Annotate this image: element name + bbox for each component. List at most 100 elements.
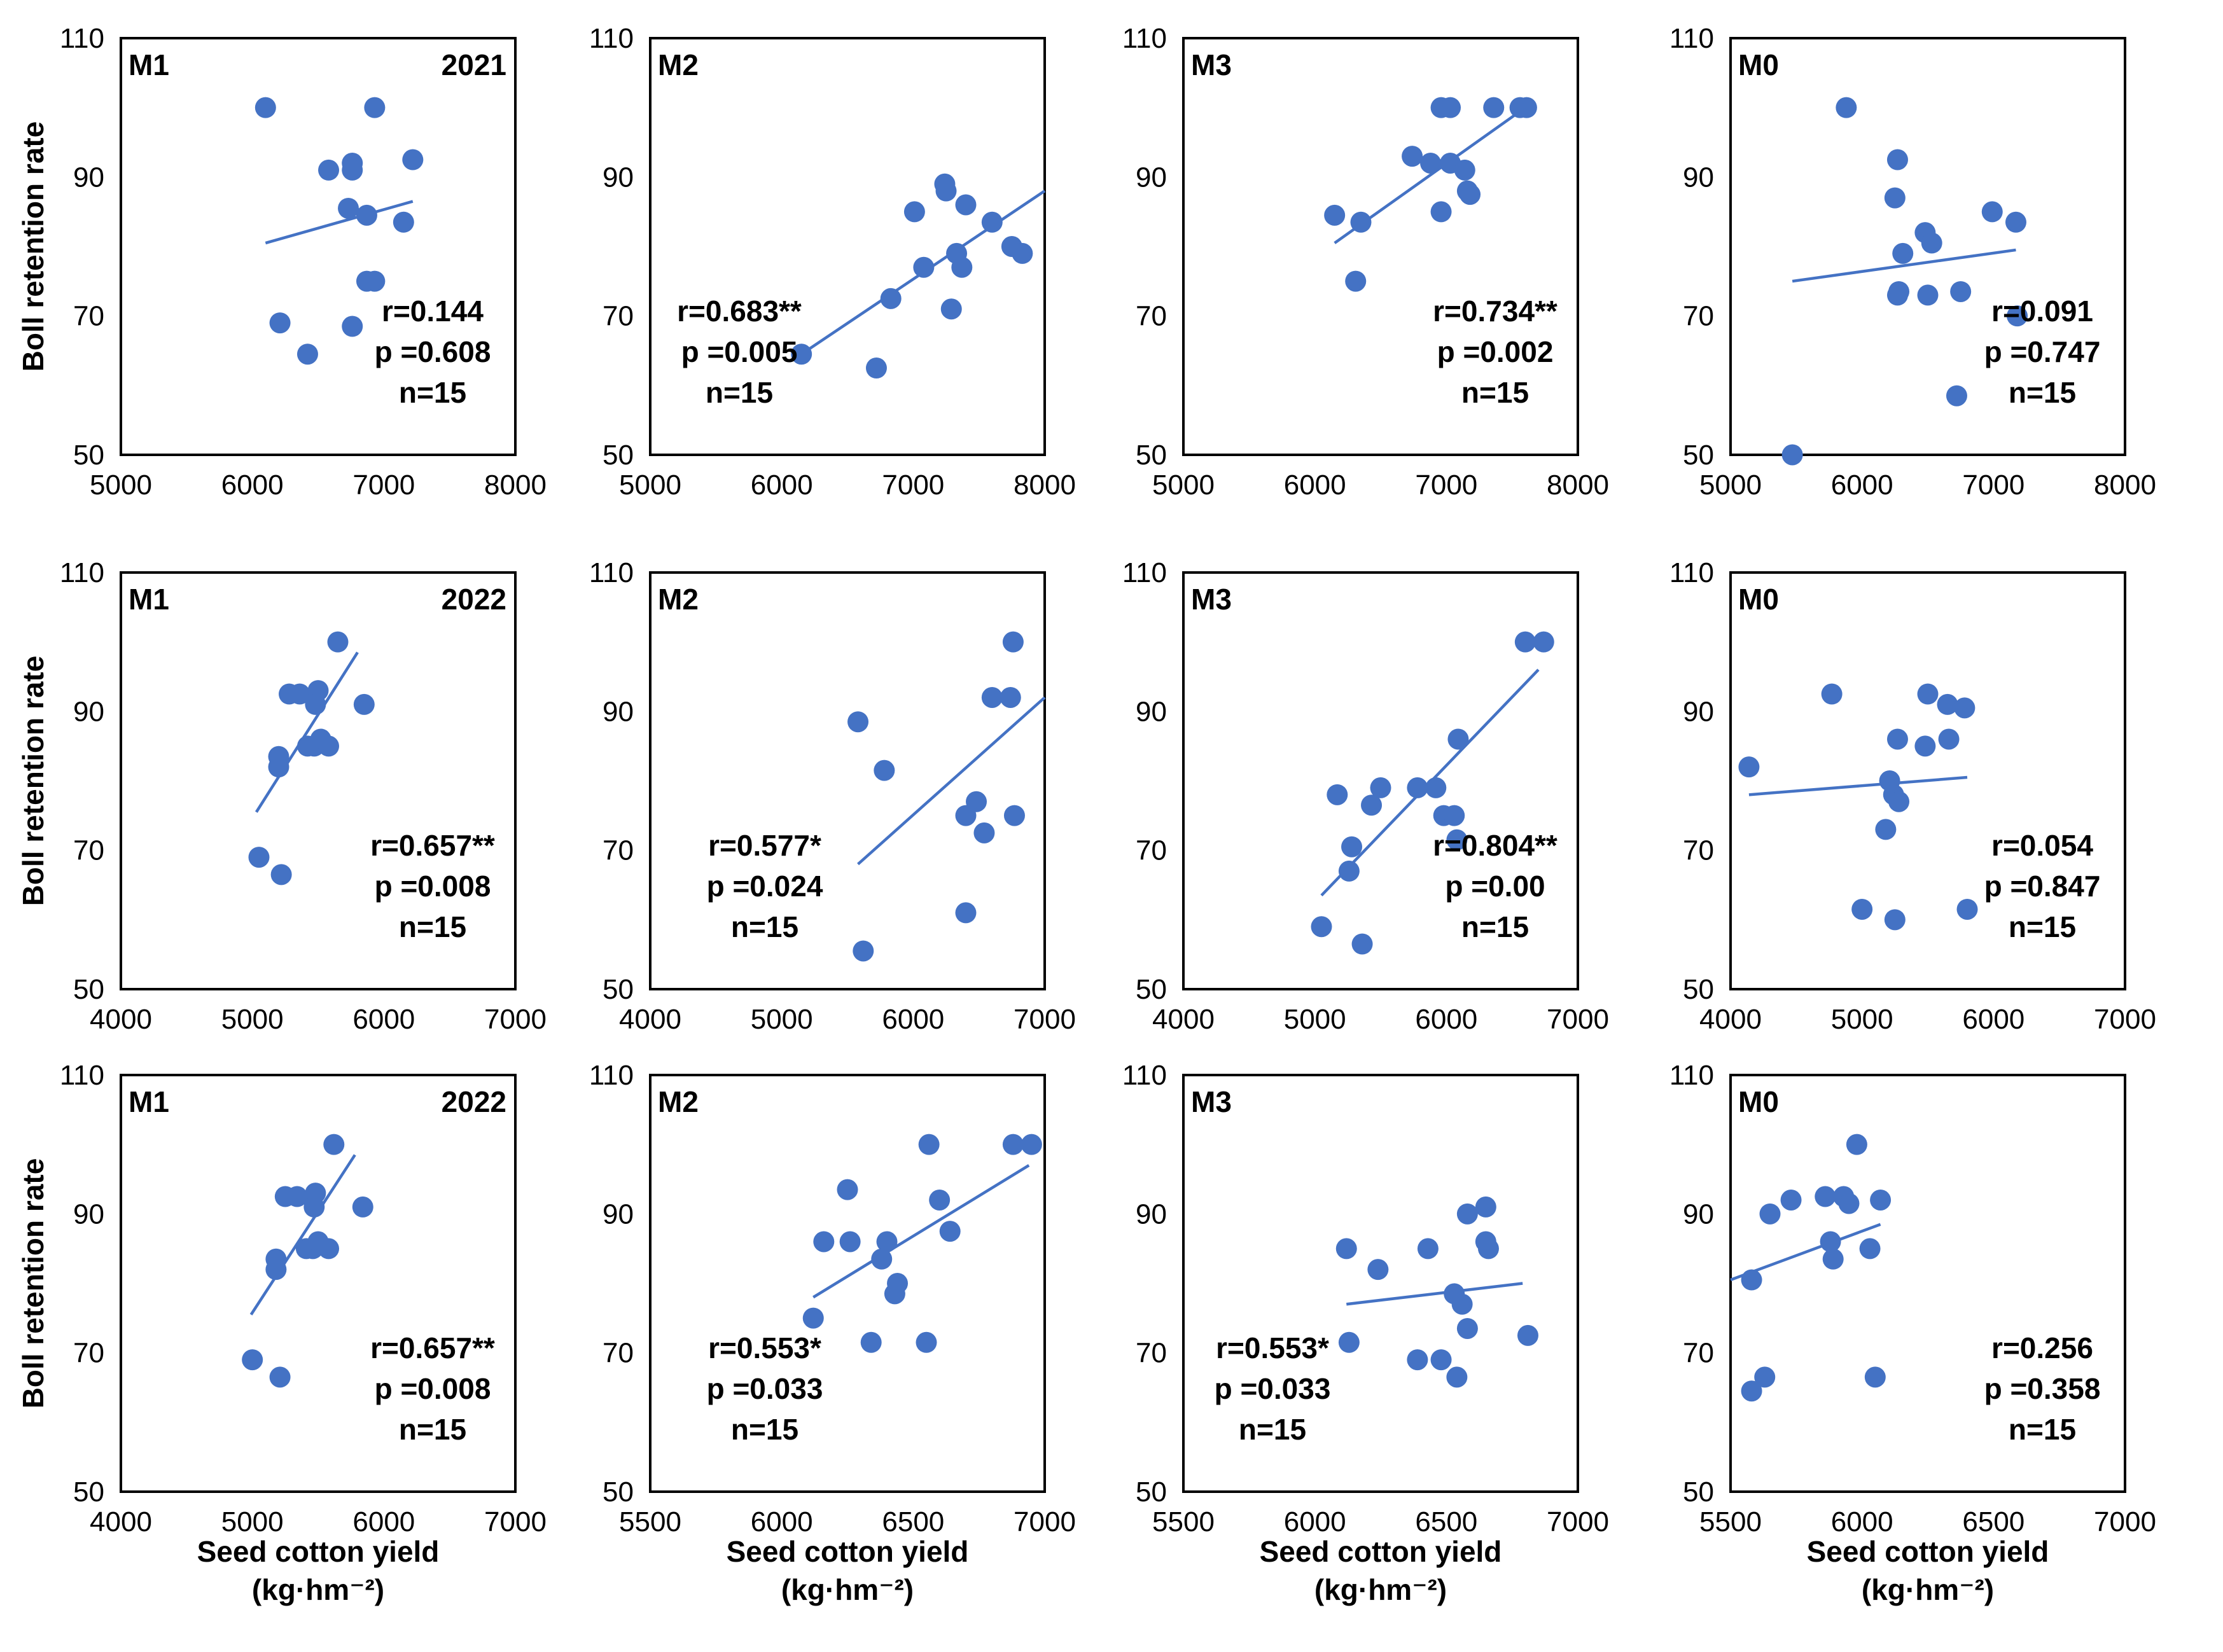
data-point [327, 631, 349, 653]
y-tick-label: 50 [603, 440, 634, 471]
x-tick-label: 5000 [1699, 469, 1762, 501]
y-tick-label: 70 [1683, 301, 1714, 332]
y-tick-label: 110 [1122, 557, 1167, 588]
p-value: p =0.008 [375, 1372, 491, 1405]
data-point [929, 1190, 951, 1211]
data-point [342, 316, 363, 337]
year-label: 2022 [442, 583, 506, 616]
y-tick-label: 110 [589, 557, 634, 588]
data-point [268, 756, 289, 778]
x-tick-label: 7000 [1547, 1004, 1609, 1035]
data-point [1430, 1349, 1452, 1371]
data-point [1335, 1238, 1357, 1260]
data-point [1780, 1190, 1802, 1211]
trend-line [249, 1154, 356, 1315]
x-axis-unit: (kg·hm⁻²) [1862, 1573, 1994, 1606]
n-value: n=15 [731, 910, 798, 943]
data-point [338, 197, 359, 219]
data-point [356, 204, 377, 226]
y-tick-label: 90 [1683, 162, 1714, 193]
plot-frame [649, 571, 1046, 990]
data-point [353, 693, 375, 715]
data-point [286, 1186, 308, 1207]
p-value: p =0.608 [375, 335, 491, 368]
y-tick-label: 50 [1136, 974, 1167, 1005]
data-point [860, 1331, 882, 1353]
data-point [981, 687, 1003, 708]
data-point [323, 1134, 345, 1155]
x-tick-label: 6000 [1415, 1004, 1477, 1035]
data-point [865, 357, 887, 379]
data-point [1892, 242, 1914, 264]
data-point [1821, 683, 1843, 705]
r-value: r=0.683** [677, 295, 802, 328]
n-value: n=15 [1461, 376, 1529, 409]
y-tick-label: 90 [1683, 696, 1714, 727]
y-tick-label: 70 [73, 301, 104, 332]
x-tick-label: 4000 [1152, 1004, 1215, 1035]
panel-label: M3 [1191, 583, 1232, 616]
trend-line [254, 651, 359, 813]
x-tick-label: 4000 [90, 1004, 152, 1035]
r-value: r=0.553* [708, 1331, 821, 1364]
data-point [918, 1134, 940, 1155]
data-point [903, 201, 925, 223]
x-tick-label: 7000 [484, 1004, 547, 1035]
data-point [955, 902, 977, 924]
trend-line [1346, 1282, 1523, 1306]
y-tick-label: 50 [73, 1476, 104, 1508]
data-point [813, 1231, 835, 1253]
data-point [1741, 1269, 1762, 1291]
x-tick-label: 7000 [1014, 1004, 1076, 1035]
x-tick-label: 6000 [751, 1506, 813, 1537]
data-point [1003, 805, 1025, 826]
r-value: r=0.144 [382, 295, 484, 328]
r-value: r=0.657** [370, 829, 495, 862]
data-point [916, 1331, 937, 1353]
data-point [887, 1273, 909, 1294]
x-tick-label: 5500 [1699, 1506, 1762, 1537]
y-tick-label: 110 [589, 23, 634, 54]
x-tick-label: 7000 [1962, 469, 2024, 501]
data-point [1420, 153, 1442, 174]
r-value: r=0.091 [1991, 295, 2093, 328]
panel-label: M0 [1738, 583, 1779, 616]
x-tick-label: 7000 [352, 469, 415, 501]
p-value: p =0.747 [1984, 335, 2101, 368]
plot-frame [120, 571, 517, 990]
data-point [1311, 916, 1332, 938]
y-tick-label: 110 [1669, 1060, 1714, 1091]
data-point [1921, 232, 1942, 254]
data-point [1446, 1366, 1468, 1388]
data-point [913, 256, 935, 278]
data-point [1517, 1324, 1538, 1346]
x-tick-label: 8000 [1547, 469, 1609, 501]
data-point [951, 256, 973, 278]
data-point [1367, 1259, 1389, 1281]
y-tick-label: 50 [603, 1476, 634, 1508]
data-point [802, 1307, 824, 1329]
x-axis-title: Seed cotton yield [197, 1535, 440, 1568]
data-point [305, 693, 326, 715]
y-tick-label: 90 [1136, 162, 1167, 193]
data-point [1886, 149, 1908, 170]
n-value: n=15 [1461, 910, 1529, 943]
data-point [289, 683, 310, 705]
y-tick-label: 50 [73, 440, 104, 471]
data-point [254, 97, 276, 118]
data-point [1361, 795, 1383, 816]
data-point [1338, 1331, 1360, 1353]
n-value: n=15 [399, 1413, 466, 1446]
x-tick-label: 4000 [1699, 1004, 1762, 1035]
plot-frame [649, 37, 1046, 456]
y-tick-label: 110 [589, 1060, 634, 1091]
x-tick-label: 4000 [90, 1506, 152, 1537]
y-tick-label: 70 [603, 301, 634, 332]
plot-frame [120, 1074, 517, 1493]
panel-label: M3 [1191, 1085, 1232, 1118]
data-point [1425, 777, 1447, 798]
n-value: n=15 [731, 1413, 798, 1446]
year-label: 2022 [442, 1085, 506, 1118]
data-point [1851, 898, 1873, 920]
